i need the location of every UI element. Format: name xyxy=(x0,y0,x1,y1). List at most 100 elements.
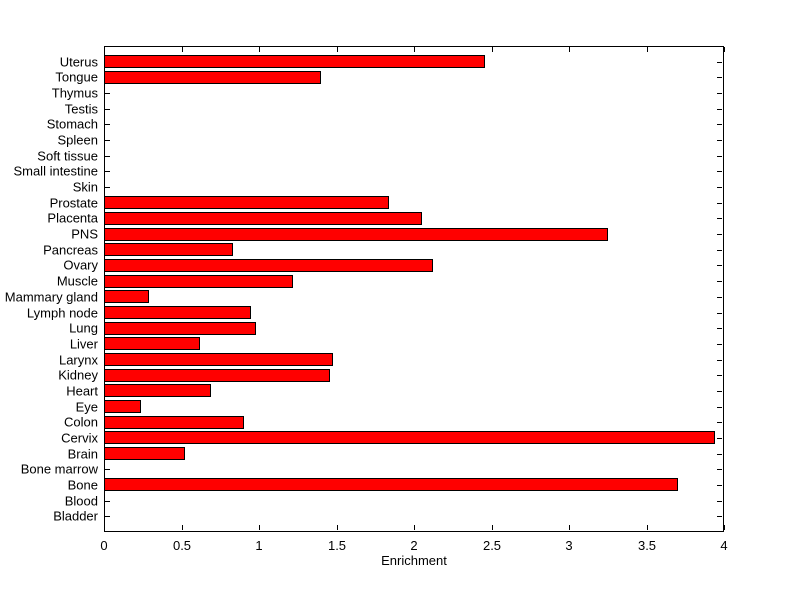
x-tick-top-1.5 xyxy=(337,47,338,52)
y-tick-label-pns: PNS xyxy=(71,226,98,242)
bar-cervix xyxy=(104,431,715,444)
y-tick-right-bone-marrow xyxy=(717,469,722,470)
y-tick-right-testis xyxy=(717,109,722,110)
x-tick-label-4: 4 xyxy=(720,538,728,553)
y-tick-right-heart xyxy=(717,391,722,392)
x-tick-top-1 xyxy=(259,47,260,52)
y-tick-label-cervix: Cervix xyxy=(61,430,98,446)
y-tick-left-stomach xyxy=(105,124,110,125)
y-tick-right-stomach xyxy=(717,124,722,125)
y-tick-right-cervix xyxy=(717,438,722,439)
y-tick-right-spleen xyxy=(717,140,722,141)
y-tick-right-skin xyxy=(717,187,722,188)
y-tick-label-muscle: Muscle xyxy=(56,273,98,289)
bar-larynx xyxy=(104,353,333,366)
x-tick-label-3: 3 xyxy=(565,538,573,553)
y-tick-label-kidney: Kidney xyxy=(58,367,98,383)
y-tick-label-colon: Colon xyxy=(64,414,98,430)
x-tick-label-0: 0 xyxy=(100,538,108,553)
bar-pancreas xyxy=(104,243,233,256)
y-tick-right-colon xyxy=(717,422,722,423)
x-tick-top-0.5 xyxy=(182,47,183,52)
x-tick-bottom-1.5 xyxy=(337,525,338,530)
y-tick-label-testis: Testis xyxy=(64,101,98,117)
y-tick-label-skin: Skin xyxy=(72,179,98,195)
y-tick-left-blood xyxy=(105,501,110,502)
y-tick-right-muscle xyxy=(717,281,722,282)
y-tick-right-lung xyxy=(717,328,722,329)
y-tick-right-eye xyxy=(717,407,722,408)
x-tick-top-3 xyxy=(569,47,570,52)
y-tick-label-soft-tissue: Soft tissue xyxy=(37,148,98,164)
y-tick-right-mammary-gland xyxy=(717,297,722,298)
y-tick-label-bladder: Bladder xyxy=(53,508,98,524)
x-tick-bottom-2.5 xyxy=(492,525,493,530)
y-tick-label-bone: Bone xyxy=(67,477,98,493)
y-tick-label-tongue: Tongue xyxy=(55,69,98,85)
x-tick-bottom-4 xyxy=(724,525,725,530)
bar-eye xyxy=(104,400,141,413)
y-tick-right-small-intestine xyxy=(717,171,722,172)
y-tick-label-liver: Liver xyxy=(69,336,98,352)
x-tick-label-3.5: 3.5 xyxy=(637,538,657,553)
plot-area xyxy=(104,46,724,532)
x-tick-top-0 xyxy=(104,47,105,52)
y-tick-right-pancreas xyxy=(717,250,722,251)
y-tick-label-ovary: Ovary xyxy=(63,257,98,273)
bar-brain xyxy=(104,447,185,460)
y-tick-left-soft-tissue xyxy=(105,156,110,157)
bar-placenta xyxy=(104,212,422,225)
y-tick-label-larynx: Larynx xyxy=(58,352,98,368)
x-tick-bottom-3.5 xyxy=(647,525,648,530)
y-tick-label-pancreas: Pancreas xyxy=(43,242,98,258)
y-tick-right-bone xyxy=(717,485,722,486)
y-tick-label-bone-marrow: Bone marrow xyxy=(20,461,98,477)
bar-liver xyxy=(104,337,200,350)
y-tick-right-larynx xyxy=(717,360,722,361)
x-tick-bottom-1 xyxy=(259,525,260,530)
y-tick-label-lung: Lung xyxy=(69,320,98,336)
bar-heart xyxy=(104,384,211,397)
x-tick-bottom-0 xyxy=(104,525,105,530)
bar-uterus xyxy=(104,55,485,68)
y-tick-right-tongue xyxy=(717,77,722,78)
y-tick-label-thymus: Thymus xyxy=(51,85,98,101)
x-tick-top-2 xyxy=(414,47,415,52)
bar-tongue xyxy=(104,71,321,84)
y-tick-label-brain: Brain xyxy=(67,446,98,462)
y-tick-right-soft-tissue xyxy=(717,156,722,157)
x-tick-top-2.5 xyxy=(492,47,493,52)
x-tick-bottom-3 xyxy=(569,525,570,530)
y-tick-left-skin xyxy=(105,187,110,188)
x-tick-top-3.5 xyxy=(647,47,648,52)
bar-colon xyxy=(104,416,244,429)
y-tick-right-ovary xyxy=(717,265,722,266)
y-tick-label-lymph-node: Lymph node xyxy=(26,305,98,321)
bar-lymph-node xyxy=(104,306,251,319)
bar-kidney xyxy=(104,369,330,382)
y-tick-left-bladder xyxy=(105,516,110,517)
y-tick-label-prostate: Prostate xyxy=(49,195,98,211)
x-tick-label-2: 2 xyxy=(410,538,418,553)
y-tick-right-bladder xyxy=(717,516,722,517)
y-tick-label-stomach: Stomach xyxy=(46,116,98,132)
y-tick-label-small-intestine: Small intestine xyxy=(13,163,98,179)
y-tick-label-placenta: Placenta xyxy=(47,210,98,226)
y-tick-label-uterus: Uterus xyxy=(59,54,98,70)
y-tick-right-lymph-node xyxy=(717,313,722,314)
y-tick-left-bone-marrow xyxy=(105,469,110,470)
bar-ovary xyxy=(104,259,433,272)
bar-mammary-gland xyxy=(104,290,149,303)
y-tick-right-placenta xyxy=(717,218,722,219)
bar-pns xyxy=(104,228,608,241)
y-tick-left-spleen xyxy=(105,140,110,141)
x-tick-top-4 xyxy=(724,47,725,52)
y-tick-right-prostate xyxy=(717,203,722,204)
y-tick-label-blood: Blood xyxy=(64,493,98,509)
x-tick-label-1.5: 1.5 xyxy=(327,538,347,553)
x-tick-bottom-2 xyxy=(414,525,415,530)
y-tick-right-thymus xyxy=(717,93,722,94)
y-tick-right-kidney xyxy=(717,375,722,376)
y-tick-label-eye: Eye xyxy=(75,399,98,415)
